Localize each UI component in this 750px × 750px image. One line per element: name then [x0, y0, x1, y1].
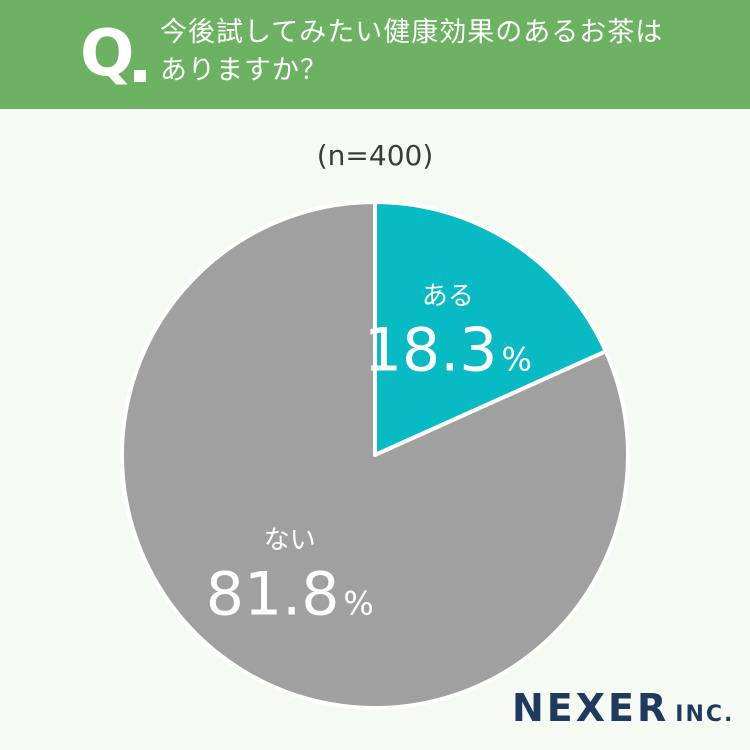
- q-mark: Q: [80, 17, 135, 91]
- question-line-2: ありますか？: [160, 55, 328, 86]
- slice-value-no: 81.8%: [206, 560, 374, 630]
- slice-value-yes: 18.3%: [364, 315, 532, 385]
- pie-slice-yes: [373, 200, 608, 457]
- slice-label-yes: ある: [422, 281, 474, 311]
- brand-name: NEXER: [512, 686, 670, 730]
- pie-slice-no: [120, 200, 630, 710]
- brand-suffix: INC.: [675, 702, 735, 727]
- question-line-1: 今後試してみたい健康効果のあるお茶は: [160, 17, 664, 48]
- question-header: Q 今後試してみたい健康効果のあるお茶は ありますか？: [0, 0, 750, 109]
- brand-logo: NEXER INC.: [512, 686, 735, 730]
- sample-size: (n=400): [316, 139, 434, 172]
- question-text: 今後試してみたい健康効果のあるお茶は ありますか？: [160, 14, 720, 90]
- q-dot: [134, 70, 146, 82]
- slice-label-no: ない: [264, 526, 316, 556]
